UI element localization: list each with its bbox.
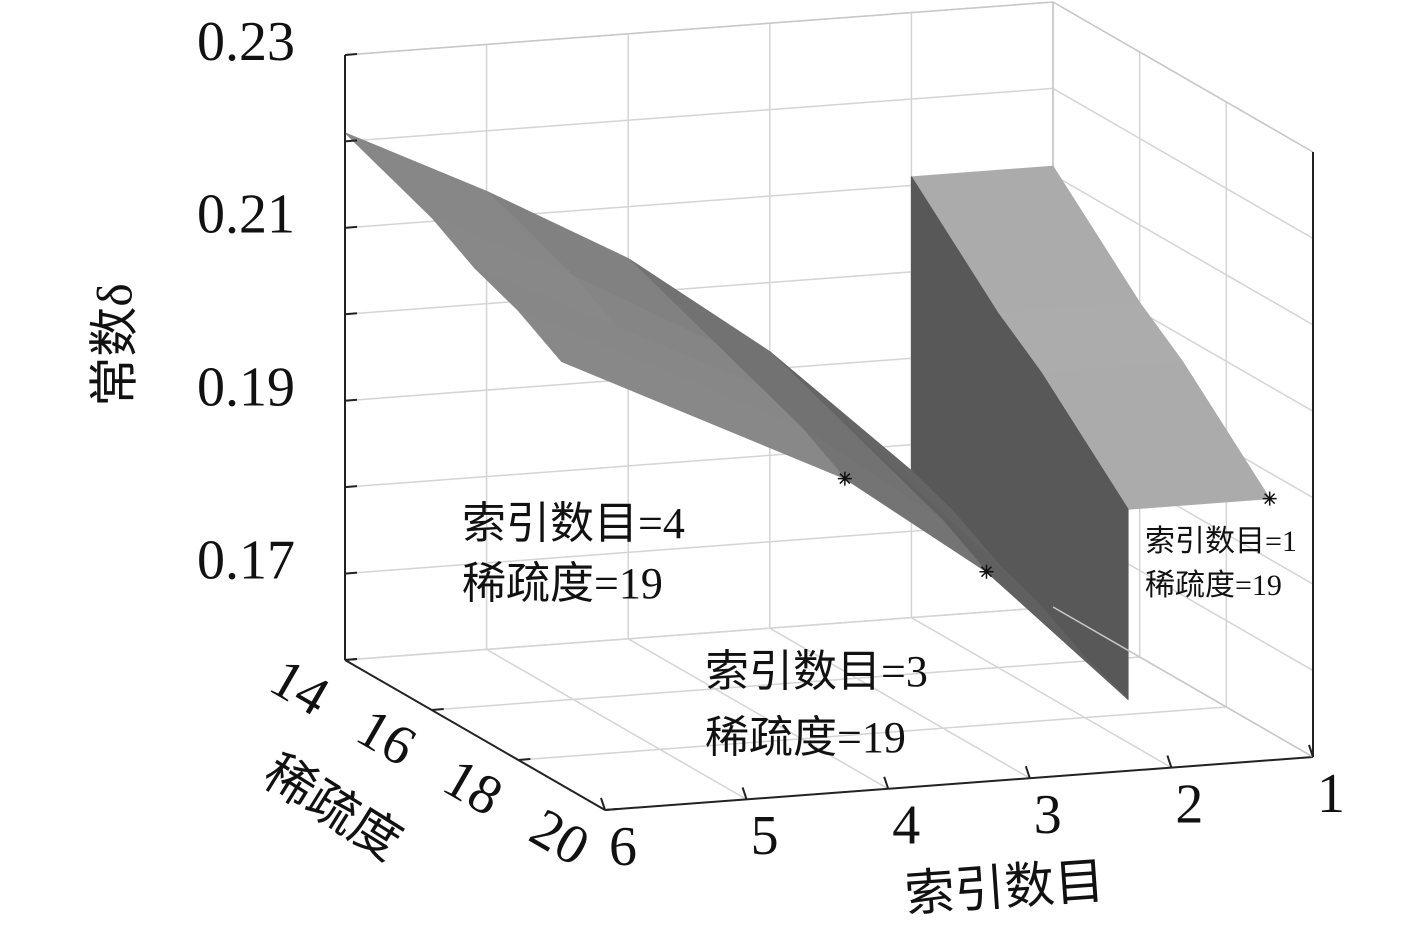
grid-line — [627, 638, 889, 790]
box-edge — [1052, 606, 1314, 758]
z-tick — [344, 53, 358, 56]
data-tip-marker — [1262, 491, 1277, 506]
grid-line — [344, 87, 1054, 143]
z-tick-label: 0.19 — [197, 357, 295, 419]
box-edge — [344, 1, 1054, 56]
surface — [344, 132, 1271, 700]
grid-line — [1052, 174, 1314, 326]
x-axis-line — [604, 756, 1314, 811]
x-tick — [883, 776, 890, 790]
annotation-text: 稀疏度=19 — [1145, 569, 1282, 602]
x-tick — [1308, 744, 1314, 758]
grid-line — [431, 656, 1140, 711]
x-tick — [600, 797, 606, 811]
z-tick-label: 0.21 — [197, 184, 295, 246]
y-tick — [431, 708, 444, 711]
x-tick-label: 2 — [1175, 773, 1203, 835]
annotation-text: 索引数目=3 — [705, 647, 928, 696]
z-tick — [344, 571, 358, 575]
grid-line — [769, 627, 1031, 779]
annotation-text: 稀疏度=19 — [705, 713, 906, 762]
x-tick — [1166, 755, 1173, 768]
x-axis-label: 索引数目 — [903, 853, 1106, 923]
x-tick-label: 4 — [892, 795, 920, 857]
data-tip-marker — [837, 471, 852, 486]
z-tick-label: 0.23 — [197, 11, 295, 73]
annotation-text: 索引数目=4 — [462, 499, 685, 548]
grid-line — [911, 616, 1172, 769]
x-tick-label: 3 — [1034, 784, 1062, 846]
annotation-text: 稀疏度=19 — [462, 559, 663, 608]
grid-line — [486, 648, 747, 801]
surface-patch — [517, 310, 704, 421]
x-tick — [1024, 765, 1031, 779]
grid-line — [518, 706, 1227, 761]
x-tick-label: 1 — [1317, 763, 1345, 825]
y-tick — [604, 808, 618, 811]
grid-line — [1052, 87, 1314, 240]
data-tip-marker — [979, 564, 994, 579]
z-tick-label: 0.17 — [197, 529, 295, 591]
y-tick — [344, 658, 358, 661]
z-tick — [344, 398, 358, 402]
z-axis-label: 常数δ — [86, 283, 142, 407]
y-tick — [518, 758, 531, 761]
annotation-text: 索引数目=1 — [1145, 525, 1297, 558]
z-tick — [344, 485, 358, 489]
x-tick-label: 5 — [751, 805, 779, 867]
box-edge — [1052, 1, 1314, 153]
z-tick — [344, 139, 358, 143]
x-tick-label: 6 — [609, 816, 637, 878]
z-tick — [344, 312, 358, 316]
y-axis-line — [344, 659, 606, 811]
x-tick — [741, 787, 748, 800]
grid-line — [344, 606, 1054, 661]
z-tick — [344, 225, 358, 229]
